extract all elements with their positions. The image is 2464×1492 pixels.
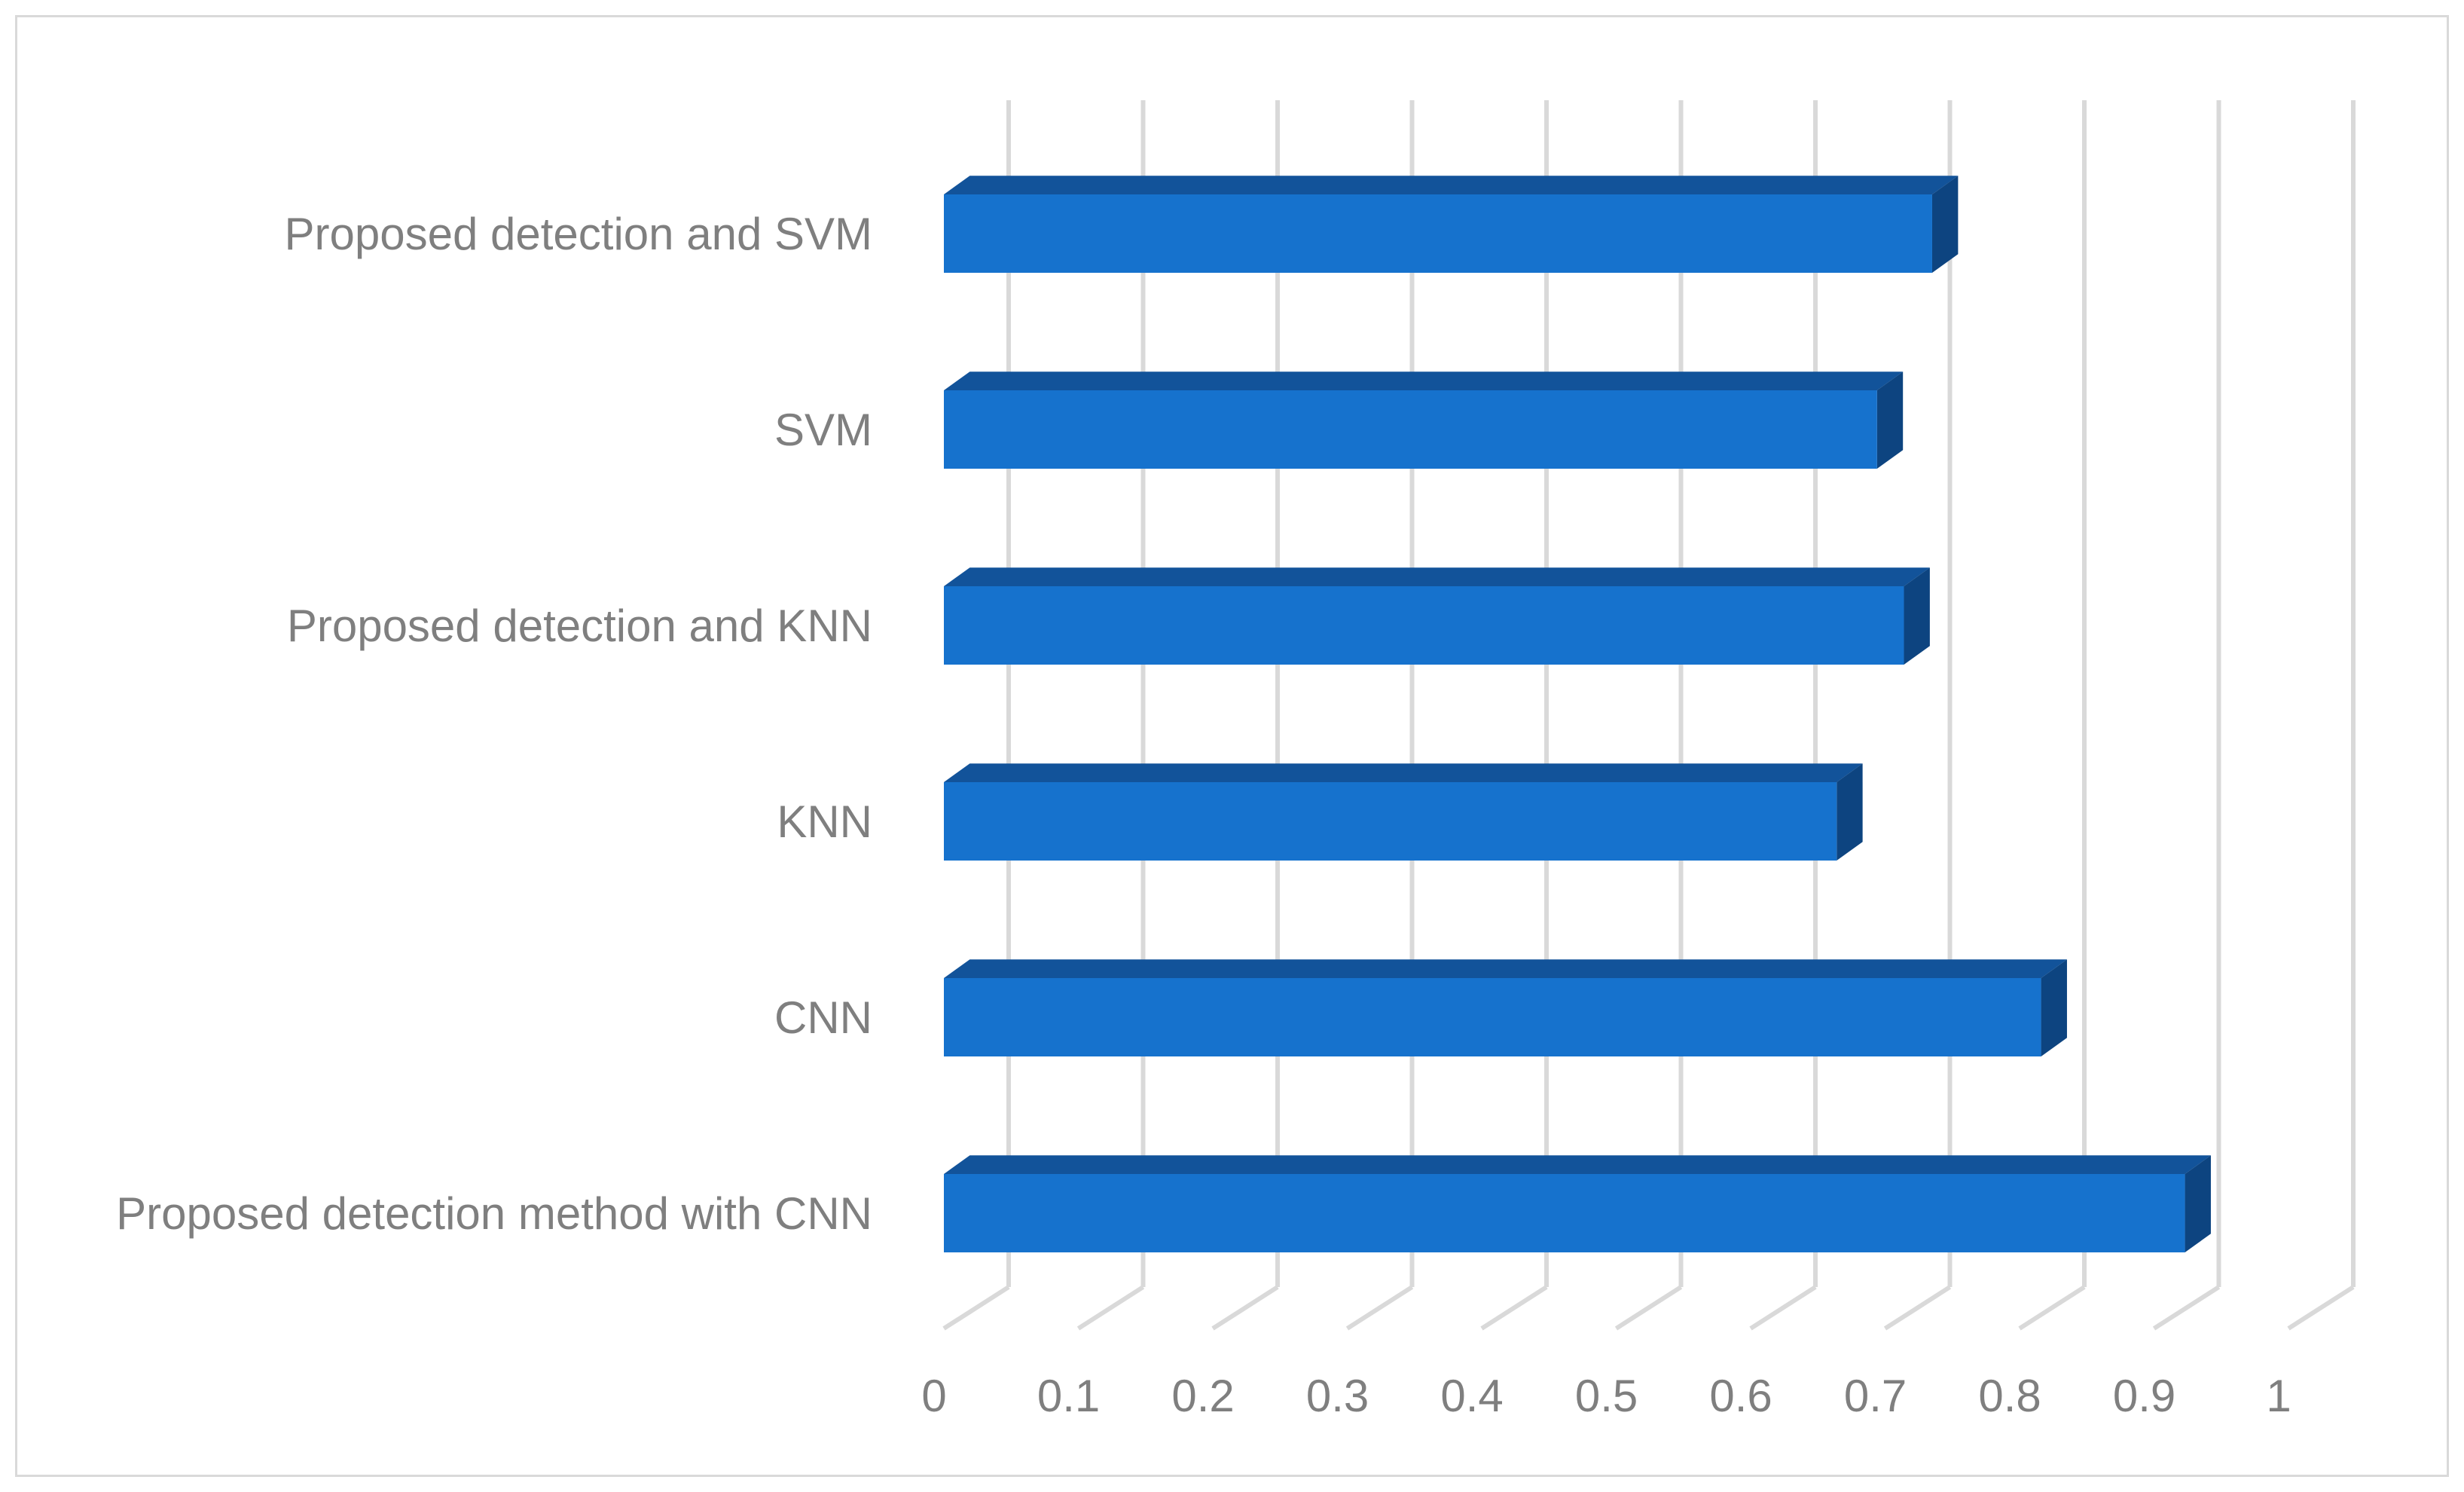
bar-top-face bbox=[944, 959, 2067, 978]
x-tick-label: 0.8 bbox=[1978, 1371, 2041, 1421]
x-axis-ticks: 0 0.1 0.2 0.3 0.4 0.5 0.6 0.7 0.8 0.9 1 bbox=[921, 1371, 2291, 1421]
category-label: SVM bbox=[774, 405, 872, 455]
x-tick-label: 0.4 bbox=[1440, 1371, 1503, 1421]
bar-front-face bbox=[944, 1174, 2185, 1252]
bar-side-face bbox=[2185, 1155, 2211, 1252]
floor-line-0 bbox=[942, 1285, 1010, 1331]
bar-chart: Proposed detection and SVM SVM Proposed de… bbox=[116, 100, 2356, 1421]
x-tick-label: 0.1 bbox=[1037, 1371, 1100, 1421]
x-tick-label: 0.3 bbox=[1306, 1371, 1369, 1421]
bar-top-face bbox=[944, 763, 1863, 782]
floor-line-1 bbox=[1076, 1285, 1145, 1331]
bar-top-face bbox=[944, 176, 1959, 194]
category-label: Proposed detection method with CNN bbox=[116, 1188, 872, 1239]
bar-2 bbox=[944, 371, 1904, 469]
bar-front-face bbox=[944, 978, 2041, 1056]
category-label: CNN bbox=[774, 992, 872, 1043]
bar-6 bbox=[944, 1155, 2211, 1252]
floor-line-5 bbox=[1614, 1285, 1683, 1331]
bar-1 bbox=[944, 176, 1959, 273]
x-tick-label: 0.6 bbox=[1709, 1371, 1772, 1421]
bar-3 bbox=[944, 567, 1930, 665]
chart-frame: Proposed detection and SVM SVM Proposed de… bbox=[15, 15, 2449, 1477]
floor-line-6 bbox=[1749, 1285, 1817, 1331]
x-tick-label: 0 bbox=[921, 1371, 946, 1421]
bar-front-face bbox=[944, 194, 1932, 273]
bar-front-face bbox=[944, 390, 1877, 469]
x-tick-label: 1 bbox=[2266, 1371, 2291, 1421]
bar-front-face bbox=[944, 782, 1837, 861]
bar-top-face bbox=[944, 567, 1930, 586]
floor-line-7 bbox=[1883, 1285, 1952, 1331]
bar-top-face bbox=[944, 1155, 2211, 1174]
x-tick-label: 0.9 bbox=[2113, 1371, 2175, 1421]
floor-line-4 bbox=[1480, 1285, 1548, 1331]
bar-front-face bbox=[944, 586, 1904, 665]
bar-side-face bbox=[1931, 176, 1959, 273]
bar-5 bbox=[944, 959, 2067, 1056]
floor-line-2 bbox=[1211, 1285, 1279, 1331]
floor-line-3 bbox=[1345, 1285, 1414, 1331]
bar-side-face bbox=[1904, 567, 1930, 665]
gridlines bbox=[942, 100, 2356, 1331]
bar-side-face bbox=[1837, 763, 1863, 861]
x-tick-label: 0.5 bbox=[1575, 1371, 1638, 1421]
floor-line-8 bbox=[2018, 1285, 2086, 1331]
category-label: Proposed detection and KNN bbox=[287, 601, 872, 651]
category-labels: Proposed detection and SVM SVM Proposed de… bbox=[116, 209, 872, 1239]
bar-side-face bbox=[2041, 959, 2067, 1056]
bar-side-face bbox=[1876, 371, 1904, 469]
bars bbox=[944, 176, 2211, 1252]
bar-top-face bbox=[944, 371, 1904, 390]
bar-4 bbox=[944, 763, 1863, 861]
floor-line-10 bbox=[2287, 1285, 2355, 1331]
floor-line-9 bbox=[2152, 1285, 2221, 1331]
category-label: Proposed detection and SVM bbox=[285, 209, 873, 259]
category-label: KNN bbox=[777, 796, 872, 847]
x-tick-label: 0.2 bbox=[1171, 1371, 1234, 1421]
x-tick-label: 0.7 bbox=[1844, 1371, 1907, 1421]
